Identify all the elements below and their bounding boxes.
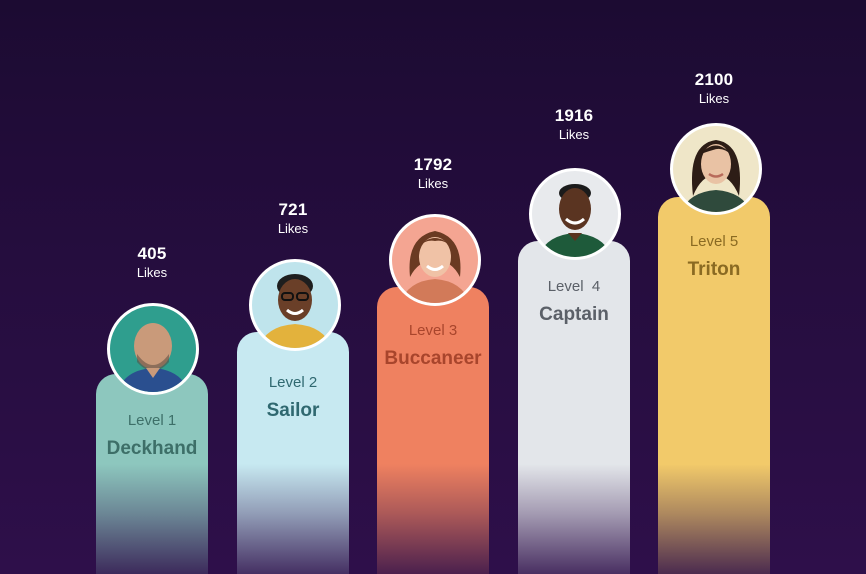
likes-count-5: 2100 (694, 70, 734, 89)
likes-count-4: 1916 (554, 106, 594, 125)
tier-title-4: Captain (539, 304, 609, 325)
avatar-5 (670, 123, 762, 215)
tier-level-3: Level 3 (408, 322, 458, 339)
tier-level-1: Level 1 (127, 412, 177, 429)
likes-label-2: Likes (277, 221, 309, 236)
likes-label-1: Likes (136, 265, 168, 280)
tier-column-4: 1916 Likes Level 4 Captain (518, 0, 630, 574)
tier-level-4: Level 4 (547, 278, 601, 295)
tier-column-1: 405 Likes Level 1 Deckhand (96, 0, 208, 574)
likes-label-3: Likes (417, 176, 449, 191)
likes-label-5: Likes (698, 91, 730, 106)
likes-count-3: 1792 (413, 155, 453, 174)
tier-bar-1 (96, 374, 208, 574)
tier-title-3: Buccaneer (384, 348, 482, 369)
tier-bar-5 (658, 197, 770, 574)
tier-bar-3 (377, 287, 489, 574)
tier-title-1: Deckhand (106, 438, 198, 459)
likes-label-4: Likes (558, 127, 590, 142)
likes-counter-3: 1792 Likes (377, 155, 489, 192)
tier-bar-2 (237, 332, 349, 574)
likes-counter-2: 721 Likes (237, 200, 349, 237)
avatar-1 (107, 303, 199, 395)
tier-column-3: 1792 Likes Level 3 Buccaneer (377, 0, 489, 574)
tier-column-5: 2100 Likes Level 5 Triton (658, 0, 770, 574)
likes-count-2: 721 (278, 200, 308, 219)
tier-bar-4 (518, 241, 630, 574)
tier-title-5: Triton (687, 259, 741, 280)
likes-counter-5: 2100 Likes (658, 70, 770, 107)
likes-counter-1: 405 Likes (96, 244, 208, 281)
avatar-4 (529, 168, 621, 260)
avatar-2 (249, 259, 341, 351)
tier-title-2: Sailor (266, 400, 320, 421)
tier-level-2: Level 2 (268, 374, 318, 391)
likes-counter-4: 1916 Likes (518, 106, 630, 143)
avatar-3 (389, 214, 481, 306)
tier-column-2: 721 Likes Level 2 Sailor (237, 0, 349, 574)
likes-count-1: 405 (137, 244, 167, 263)
tier-level-5: Level 5 (689, 233, 739, 250)
